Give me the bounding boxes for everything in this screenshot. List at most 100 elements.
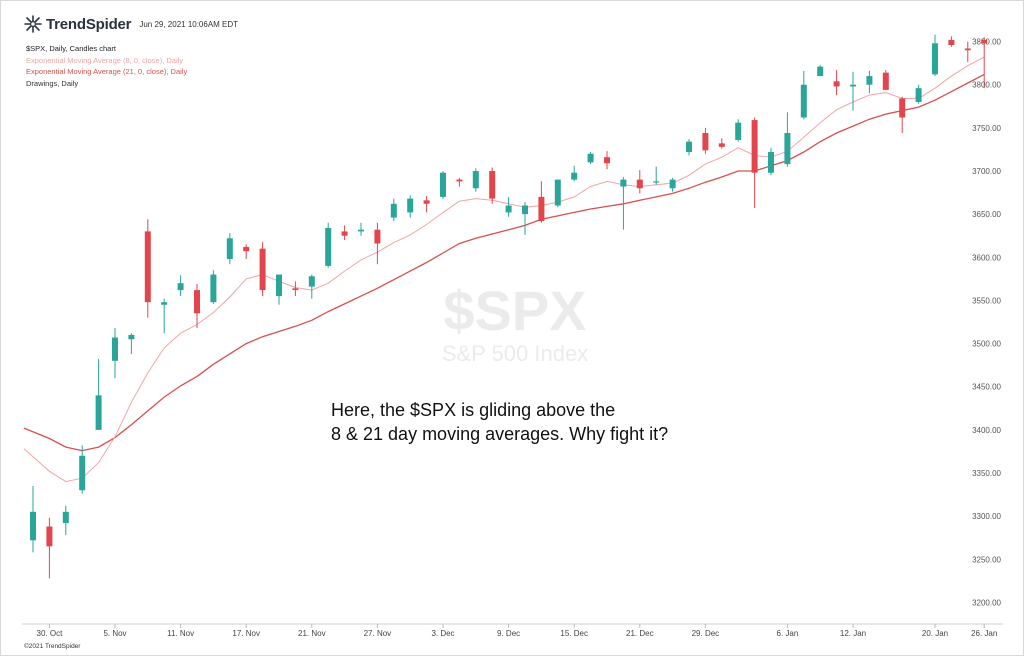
candle	[308, 274, 315, 299]
candle	[62, 505, 69, 536]
candle	[358, 222, 364, 236]
candle	[686, 139, 692, 156]
candle-body	[833, 81, 840, 87]
candle-body	[653, 181, 660, 183]
candle-body	[374, 229, 381, 244]
candle-body	[686, 141, 692, 153]
candle	[620, 177, 627, 230]
candle	[341, 225, 348, 241]
x-tick-label: 11. Nov	[167, 629, 194, 638]
candle-body	[341, 231, 348, 236]
header: TrendSpider Jun 29, 2021 10:06AM EDT	[23, 14, 238, 34]
candle-body	[915, 88, 922, 102]
annotation-text[interactable]: Here, the $SPX is gliding above the 8 & …	[331, 398, 668, 446]
candle-body	[46, 526, 53, 547]
candle	[144, 219, 151, 318]
candle-body	[817, 66, 824, 77]
trendspider-logo-icon	[24, 15, 42, 33]
brand-name: TrendSpider	[46, 15, 132, 33]
candle-body	[735, 122, 742, 140]
candle-body	[964, 48, 971, 51]
candle-body	[669, 179, 676, 189]
candle-body	[440, 172, 446, 197]
candle	[79, 445, 86, 494]
candle	[259, 241, 266, 297]
candle-body	[718, 143, 725, 147]
y-tick-label: 3450.00	[972, 383, 1001, 392]
candle	[505, 196, 512, 217]
candle-body	[899, 98, 906, 118]
x-tick-label: 20. Jan	[922, 629, 948, 638]
candle-body	[866, 76, 873, 85]
x-tick-label: 21. Nov	[298, 629, 326, 638]
candle	[374, 222, 381, 265]
candle	[292, 281, 299, 297]
legend-ema21[interactable]: Exponential Moving Average (21, 0, close…	[26, 67, 188, 76]
annotation-line-2: 8 & 21 day moving averages. Why fight it…	[331, 424, 669, 444]
candle-body	[948, 39, 955, 46]
y-tick-label: 3700.00	[972, 167, 1001, 176]
y-tick-label: 3200.00	[972, 598, 1001, 607]
candle-body	[128, 334, 135, 340]
y-tick-label: 3800.00	[972, 81, 1001, 90]
candle	[718, 138, 725, 149]
candle-body	[751, 120, 758, 173]
copyright: ©2021 TrendSpider	[24, 643, 81, 650]
candle-body	[571, 172, 578, 180]
candle-body	[505, 205, 512, 213]
candle-body	[768, 152, 774, 173]
candle-body	[276, 274, 282, 297]
x-tick-label: 5. Nov	[103, 629, 126, 638]
x-tick-label: 15. Dec	[560, 629, 588, 638]
annotation-line-1: Here, the $SPX is gliding above the	[331, 400, 616, 420]
candle-body	[194, 290, 200, 314]
x-tick-label: 9. Dec	[497, 629, 520, 638]
candle	[932, 34, 938, 77]
candle	[243, 244, 250, 260]
candle-body	[210, 274, 217, 303]
x-tick-label: 29. Dec	[692, 629, 720, 638]
y-tick-label: 3550.00	[972, 296, 1001, 305]
candle	[964, 41, 971, 63]
x-axis: 30. Oct 5. Nov 11. Nov 17. Nov 21. Nov 27. No…	[37, 624, 997, 638]
candle-body	[472, 171, 479, 189]
legend-ema8[interactable]: Exponential Moving Average (8, 0, close)…	[26, 55, 184, 65]
candle	[210, 270, 217, 304]
candle	[768, 147, 774, 176]
candle-body	[538, 196, 545, 222]
candle	[30, 485, 36, 553]
legend-symbol[interactable]: $SPX, Daily, Candles chart	[26, 44, 116, 53]
legend-drawings[interactable]: Drawings, Daily	[26, 78, 79, 88]
candle	[46, 517, 53, 579]
candle	[522, 202, 528, 235]
candle	[472, 168, 479, 192]
y-tick-label: 3650.00	[972, 210, 1001, 219]
candle	[456, 177, 463, 187]
candle	[587, 152, 594, 165]
candle	[833, 70, 840, 96]
candle-body	[112, 337, 118, 361]
candle-body	[604, 157, 610, 164]
candle-body	[882, 72, 889, 90]
candle	[440, 171, 446, 199]
ema21-line	[23, 73, 985, 452]
candle	[800, 70, 807, 120]
x-tick-label: 21. Dec	[626, 629, 654, 638]
candle	[850, 71, 856, 111]
candle-body	[79, 455, 86, 491]
candle-body	[292, 288, 299, 291]
candle-body	[784, 133, 791, 165]
candle	[735, 119, 742, 142]
candle	[95, 359, 102, 430]
candle-body	[358, 229, 364, 232]
candle-body	[161, 302, 168, 305]
candle-body	[407, 198, 414, 213]
candle-body	[800, 84, 807, 118]
candle-body	[144, 231, 151, 303]
x-tick-label: 6. Jan	[777, 629, 799, 638]
y-tick-label: 3300.00	[972, 512, 1001, 521]
x-tick-label: 30. Oct	[37, 629, 64, 638]
candle	[276, 274, 282, 305]
candle	[915, 84, 922, 104]
